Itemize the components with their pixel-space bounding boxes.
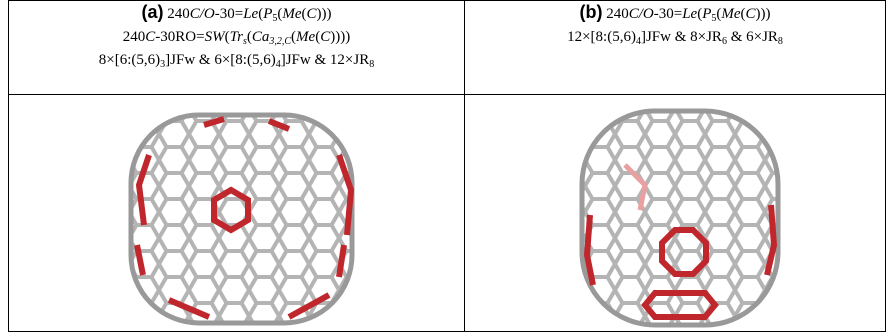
text: Le — [682, 6, 697, 22]
page: (a) 240C/O-30=Le(P5(Me(C))) 240C-30RO=SW… — [0, 0, 894, 331]
text: 240 — [606, 6, 629, 22]
text: -30= — [215, 6, 243, 22]
text: ))) — [317, 6, 332, 22]
panel-label: (a) — [141, 2, 163, 22]
panel-a-caption: (a) 240C/O-30=Le(P5(Me(C))) 240C-30RO=SW… — [9, 1, 465, 95]
text: C — [746, 6, 756, 22]
text: 3,2,C — [269, 36, 291, 47]
text: ]JFw & 8×JR — [641, 29, 722, 45]
cage-image — [465, 95, 885, 331]
text: P — [702, 6, 711, 22]
caption-line: (a) 240C/O-30=Le(P5(Me(C))) — [9, 3, 464, 28]
text: C/O — [190, 6, 215, 22]
text: C — [307, 6, 317, 22]
text: & 6×JR — [727, 29, 778, 45]
caption-line: 12×[8:(5,6)4]JFw & 8×JR6 & 6×JR8 — [465, 28, 885, 51]
text: ]JFw & 12×JR — [281, 52, 369, 68]
text: Le — [243, 6, 258, 22]
panel-b-caption: (b) 240C/O-30=Le(P5(Me(C))) 12×[8:(5,6)4… — [465, 1, 886, 95]
text: -30RO= — [155, 29, 204, 45]
figure-table: (a) 240C/O-30=Le(P5(Me(C))) 240C-30RO=SW… — [8, 0, 886, 332]
caption-line: 8×[6:(5,6)3]JFw & 6×[8:(5,6)4]JFw & 12×J… — [9, 51, 464, 74]
text: 8 — [369, 59, 374, 70]
text: Me — [282, 6, 301, 22]
text: )))) — [330, 29, 350, 45]
text: 240 — [123, 29, 146, 45]
panel-label: (b) — [579, 2, 602, 22]
text: C — [320, 29, 330, 45]
cage-image — [9, 95, 464, 331]
caption-line: 240C-30RO=SW(Trs(Ca3,2,C(Me(C)))) — [9, 28, 464, 51]
text: SW — [205, 29, 225, 45]
caption-line: (b) 240C/O-30=Le(P5(Me(C))) — [465, 3, 885, 28]
panel-b-image — [465, 95, 886, 332]
text: Me — [721, 6, 740, 22]
text: 240 — [167, 6, 190, 22]
text: C/O — [629, 6, 654, 22]
text: Me — [296, 29, 315, 45]
text: 8 — [778, 36, 783, 47]
text: Ca — [252, 29, 270, 45]
text: 12×[8:(5,6) — [567, 29, 636, 45]
text: ))) — [756, 6, 771, 22]
text: ]JFw & 6×[8:(5,6) — [165, 52, 276, 68]
panel-a-image — [9, 95, 465, 332]
text: 8×[6:(5,6) — [99, 52, 160, 68]
text: C — [145, 29, 155, 45]
text: Tr — [230, 29, 243, 45]
text: -30= — [654, 6, 682, 22]
text: P — [263, 6, 272, 22]
